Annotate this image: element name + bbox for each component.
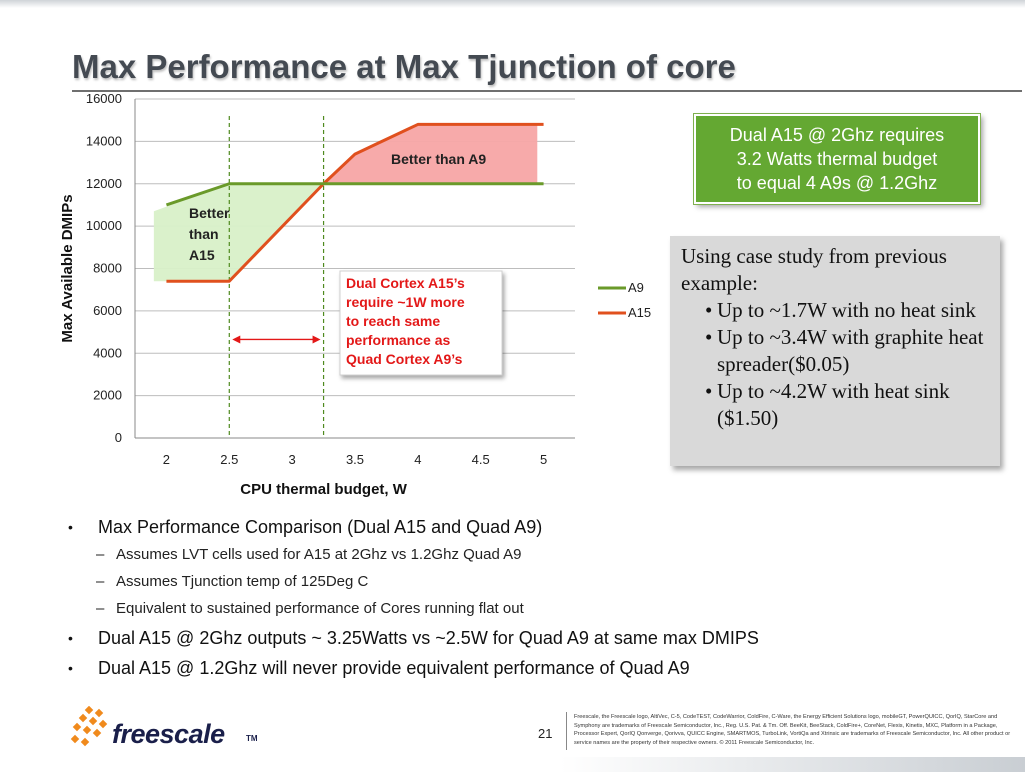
gap-callout-line: performance as: [346, 332, 450, 348]
x-tick-label: 5: [540, 452, 547, 467]
chart-series: [165, 122, 544, 283]
x-tick-label: 4: [414, 452, 421, 467]
gap-callout-box: [339, 270, 503, 376]
bottom-gradient-band: [560, 757, 1025, 772]
sub-bullet-item: Assumes LVT cells used for A15 at 2Ghz v…: [64, 546, 964, 564]
y-tick-label: 4000: [93, 345, 122, 360]
bullet-list: Max Performance Comparison (Dual A15 and…: [64, 516, 964, 687]
y-tick-label: 2000: [93, 388, 122, 403]
x-tick-label: 3: [289, 452, 296, 467]
y-tick-label: 16000: [86, 91, 122, 106]
sub-bullet-item: Assumes Tjunction temp of 125Deg C: [64, 573, 964, 591]
footer-divider: [566, 712, 567, 750]
y-tick-label: 8000: [93, 261, 122, 276]
bullet-item: Max Performance Comparison (Dual A15 and…: [64, 516, 964, 538]
legend-label-a15: A15: [628, 305, 651, 320]
x-tick-label: 3.5: [346, 452, 364, 467]
note-item: Up to ~3.4W with graphite heat spreader(…: [705, 324, 992, 378]
chart-regions: [153, 124, 538, 282]
y-tick-label: 6000: [93, 303, 122, 318]
a15-requirement-box: Dual A15 @ 2Ghz requires 3.2 Watts therm…: [694, 114, 980, 204]
top-gradient-bar: [0, 0, 1025, 8]
green-box-line-3: to equal 4 A9s @ 1.2Ghz: [736, 173, 938, 193]
note-intro: Using case study from previous example:: [681, 244, 947, 295]
gap-arrow-head-left: [232, 335, 241, 344]
note-item: Up to ~1.7W with no heat sink: [705, 297, 992, 324]
better-than-a15-label: A15: [189, 247, 215, 263]
y-axis-title: Max Available DMIPs: [59, 194, 76, 342]
gap-callout-line: Quad Cortex A9’s: [346, 351, 463, 367]
x-tick-label: 2.5: [220, 452, 238, 467]
logo-trademark: TM: [246, 734, 258, 743]
logo-wordmark: freescale: [112, 719, 225, 749]
x-tick-label: 2: [163, 452, 170, 467]
slide-title: Max Performance at Max Tjunction of core: [72, 48, 736, 85]
freescale-logo: freescale TM: [70, 706, 260, 754]
chart-markers: [228, 115, 325, 438]
y-tick-label: 10000: [86, 218, 122, 233]
bullet-item: Dual A15 @ 2Ghz outputs ~ 3.25Watts vs ~…: [64, 627, 964, 649]
sub-bullet-item: Equivalent to sustained performance of C…: [64, 600, 964, 618]
gap-callout-line: Dual Cortex A15’s: [346, 275, 465, 291]
y-tick-label: 12000: [86, 176, 122, 191]
case-study-note: Using case study from previous example: …: [670, 236, 1000, 466]
logo-dots-icon: [70, 706, 108, 747]
gap-arrow-head-right: [312, 335, 321, 344]
note-list: Up to ~1.7W with no heat sink Up to ~3.4…: [681, 297, 992, 432]
y-tick-label: 0: [115, 430, 122, 445]
x-tick-label: 4.5: [472, 452, 490, 467]
legal-notice: Freescale, the Freescale logo, AltiVec, …: [574, 714, 1011, 746]
better-than-a15-region: [153, 183, 324, 282]
note-item: Up to ~4.2W with heat sink ($1.50): [705, 378, 992, 432]
gap-callout-line: to reach same: [346, 313, 440, 329]
better-than-a15-label: Better: [189, 205, 230, 221]
series-line-a9: [165, 182, 544, 207]
y-tick-label: 14000: [86, 133, 122, 148]
x-axis-title: CPU thermal budget, W: [240, 481, 408, 498]
series-line-a15: [166, 122, 544, 283]
chart-axes: [134, 99, 575, 439]
better-than-a9-label: Better than A9: [391, 151, 486, 167]
better-than-a15-label: than: [189, 226, 219, 242]
better-than-a9-region: [323, 124, 538, 184]
green-box-line-1: Dual A15 @ 2Ghz requires: [729, 125, 945, 145]
page-number: 21: [538, 726, 553, 741]
chart-text: 0 2000 4000 6000 8000 10000 12000 14000 16000 2 2.…: [59, 91, 651, 498]
gap-callout-line: require ~1W more: [346, 294, 465, 310]
title-underline: [72, 90, 1022, 92]
legend-label-a9: A9: [628, 280, 644, 295]
green-box-line-2: 3.2 Watts thermal budget: [736, 149, 938, 169]
bullet-item: Dual A15 @ 1.2Ghz will never provide equ…: [64, 657, 964, 679]
